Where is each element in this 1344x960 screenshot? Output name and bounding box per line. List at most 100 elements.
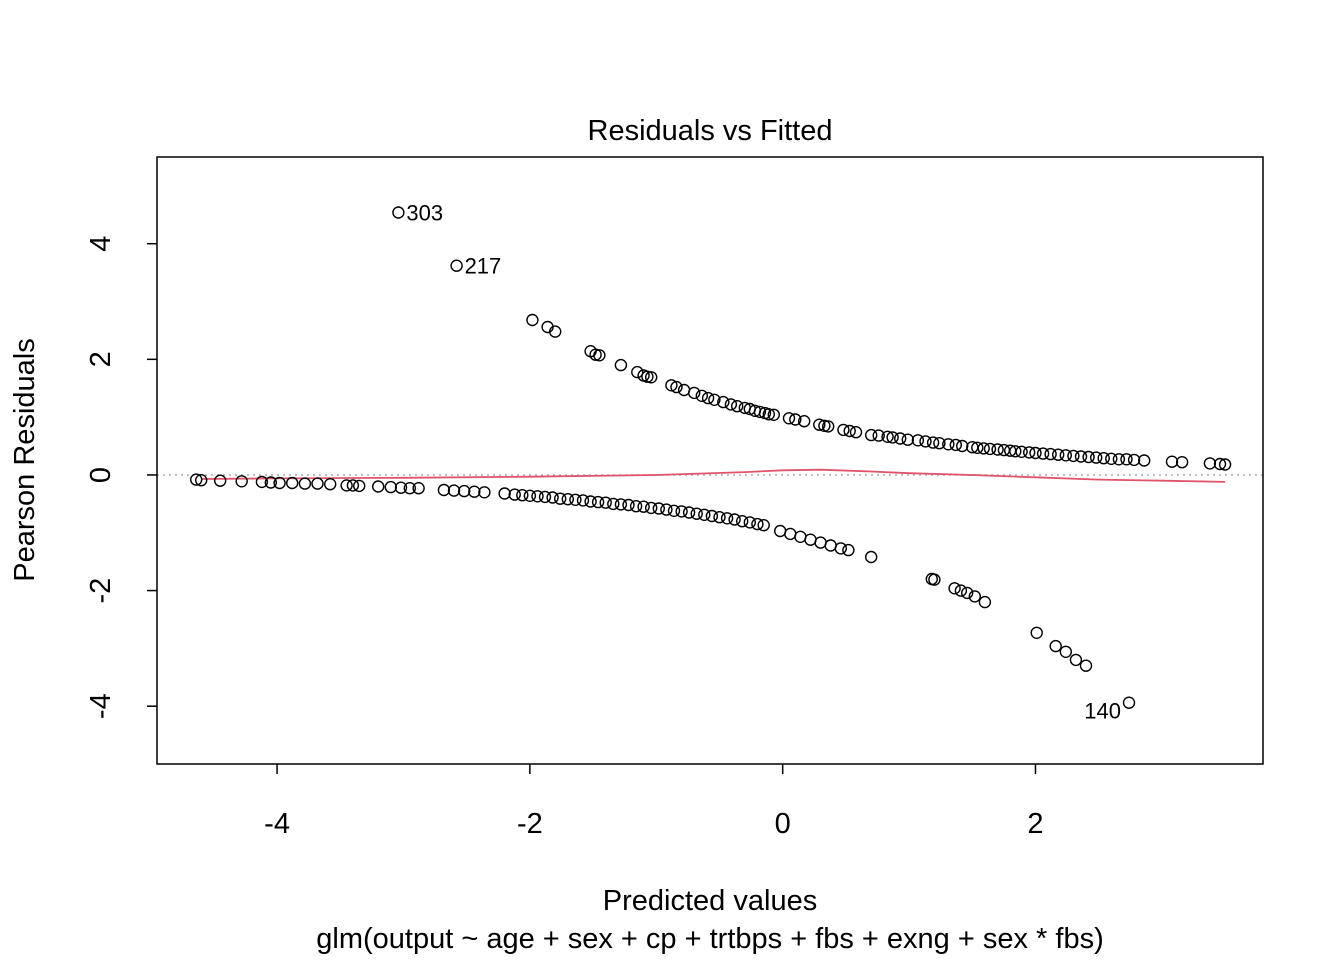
data-point: [255, 475, 269, 489]
data-point: [991, 443, 1004, 456]
data-point: [235, 475, 248, 488]
data-point: [843, 424, 856, 438]
data-point: [531, 490, 544, 503]
data-point: [403, 482, 416, 495]
data-point: [1030, 626, 1043, 639]
data-point: [346, 479, 360, 492]
data-point: [688, 386, 701, 400]
data-point: [928, 573, 941, 586]
data-point: [576, 494, 590, 507]
data-point: [784, 527, 797, 541]
data-point: [789, 413, 802, 426]
data-point: [933, 437, 946, 450]
data-point: [1137, 454, 1151, 467]
data-point: [589, 348, 602, 361]
data-point: [340, 479, 353, 492]
x-axis-label: Predicted values: [603, 885, 817, 917]
data-point: [774, 524, 787, 538]
data-point: [919, 435, 932, 448]
data-point: [1213, 457, 1227, 471]
data-point: [273, 476, 286, 490]
data-point: [814, 536, 827, 549]
data-point: [213, 474, 227, 487]
data-point: [682, 506, 696, 519]
data-point: [1036, 447, 1050, 460]
data-point: [1112, 453, 1126, 466]
data-point: [794, 530, 807, 543]
data-point: [614, 498, 628, 511]
data-point: [1074, 450, 1088, 463]
data-point: [753, 405, 767, 419]
point-label: 217: [465, 254, 502, 279]
data-point: [865, 428, 878, 442]
data-point: [837, 423, 850, 437]
data-point: [412, 482, 425, 495]
chart-title: Residuals vs Fitted: [588, 115, 833, 147]
data-point: [978, 595, 992, 609]
data-point: [1120, 453, 1133, 466]
data-point: [757, 519, 770, 532]
data-point: [977, 442, 990, 455]
data-point: [516, 489, 529, 502]
data-point: [762, 408, 775, 421]
data-point: [1044, 447, 1057, 461]
plot-frame: [156, 156, 1264, 765]
data-point: [1067, 449, 1080, 463]
data-point: [1009, 445, 1022, 458]
x-tick-label: -4: [264, 808, 290, 840]
data-point: [667, 504, 681, 517]
data-point: [1015, 445, 1028, 458]
data-point: [708, 393, 721, 406]
data-point: [1165, 455, 1179, 468]
data-point: [751, 517, 764, 531]
data-point: [849, 426, 863, 439]
data-point: [622, 498, 635, 512]
data-point: [593, 349, 606, 362]
data-point: [822, 420, 835, 433]
data-point: [554, 492, 567, 505]
data-point: [695, 389, 708, 402]
data-point: [1069, 653, 1083, 667]
point-label: 303: [406, 200, 443, 225]
x-tick-label: -2: [517, 808, 543, 840]
data-point: [614, 358, 628, 372]
data-point: [549, 325, 562, 338]
y-tick-label: 0: [85, 467, 117, 483]
data-point: [731, 400, 744, 413]
data-point: [372, 480, 385, 493]
data-point: [818, 419, 831, 432]
data-point: [1203, 457, 1217, 470]
data-point: [956, 439, 969, 453]
y-tick-label: 2: [85, 351, 117, 367]
data-point: [717, 395, 730, 409]
data-point: [298, 477, 312, 490]
y-tick-label: 4: [85, 236, 117, 252]
data-point-labeled: [1122, 696, 1136, 709]
data-point: [728, 513, 741, 526]
data-point: [736, 515, 749, 528]
data-point: [629, 500, 643, 513]
data-point: [384, 480, 397, 494]
data-point: [743, 516, 756, 529]
data-point: [813, 418, 826, 431]
y-axis-label: Pearson Residuals: [9, 338, 41, 581]
data-point: [926, 436, 940, 449]
data-point: [508, 488, 521, 501]
data-point: [886, 431, 899, 444]
data-point-labeled: [392, 206, 405, 219]
data-point: [690, 507, 703, 520]
data-point: [478, 486, 491, 499]
data-point: [782, 412, 796, 425]
data-point: [804, 533, 817, 546]
data-point: [189, 473, 203, 486]
data-point: [526, 313, 539, 327]
x-axis: -4 -2 0 2: [264, 764, 1044, 840]
data-point: [1022, 446, 1036, 459]
data-point: [1051, 448, 1065, 461]
data-point: [1175, 456, 1189, 469]
data-point: [698, 508, 711, 521]
point-labels-layer: 303 217 140: [406, 200, 1121, 723]
data-point: [1079, 659, 1093, 672]
data-point: [968, 590, 981, 603]
